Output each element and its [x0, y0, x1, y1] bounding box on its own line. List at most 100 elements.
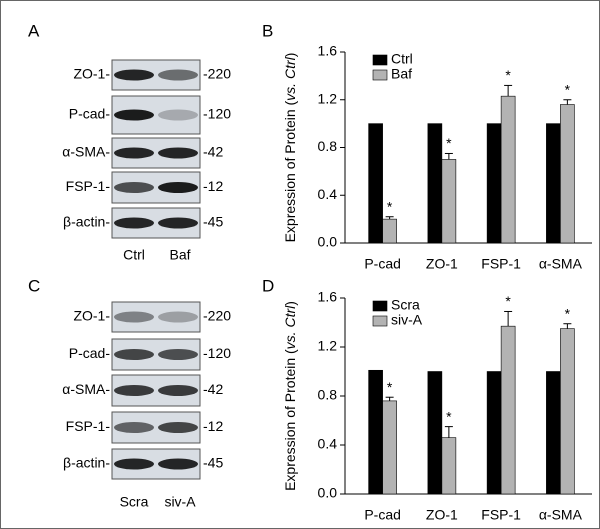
y-tick-label: 0.0 [318, 485, 338, 501]
x-tick-label: P-cad [364, 256, 401, 272]
blot-band [114, 69, 154, 81]
blot-size-label: -42 [203, 381, 223, 397]
y-axis-label-part: Expression of Protein ( [282, 349, 298, 491]
y-axis-label-part: vs. Ctrl [282, 305, 298, 349]
blot-band [114, 217, 154, 229]
significance-mark: * [505, 67, 511, 83]
legend-label: Scra [391, 297, 420, 313]
blot-band [158, 311, 198, 323]
blot-band [158, 147, 198, 159]
legend-swatch [372, 69, 388, 81]
legend-label: Baf [391, 66, 412, 82]
bar [546, 371, 561, 495]
y-tick-label: 0.8 [318, 387, 338, 403]
blot-size-label: -120 [203, 345, 231, 361]
legend-label: siv-A [391, 312, 423, 328]
blot-row-label: α-SMA- [62, 381, 110, 397]
blot-row-label: FSP-1- [66, 178, 111, 194]
x-tick-label: α-SMA [539, 256, 583, 272]
panel-label: B [262, 21, 273, 40]
legend-swatch [372, 300, 388, 312]
panel-label: D [262, 276, 274, 295]
blot-row-label: β-actin- [63, 455, 110, 471]
blot-band [114, 422, 154, 433]
bar [500, 95, 516, 244]
y-tick-label: 0.8 [318, 138, 338, 154]
blot-row-label: ZO-1- [73, 66, 110, 82]
x-tick-label: α-SMA [539, 507, 583, 523]
bar [427, 123, 443, 244]
blot-band [158, 109, 198, 121]
blot-band [114, 109, 154, 121]
blot-band [158, 182, 198, 193]
blot-size-label: -12 [203, 418, 223, 434]
lane-label: Baf [169, 247, 190, 263]
blot-band [114, 458, 154, 470]
blot-band [114, 182, 154, 193]
blot-band [158, 217, 198, 229]
significance-mark: * [387, 379, 393, 395]
blot-band [114, 311, 154, 323]
y-tick-label: 0.4 [318, 186, 338, 202]
blot-band [114, 349, 154, 360]
blot-band [158, 458, 198, 470]
significance-mark: * [387, 198, 393, 214]
y-axis-label-part: ) [282, 301, 298, 306]
bar [368, 369, 383, 495]
blot-size-label: -220 [203, 308, 231, 324]
y-axis-label-part: Expression of Protein ( [282, 100, 298, 242]
blot-size-label: -45 [203, 214, 223, 230]
legend-swatch [372, 54, 388, 66]
x-tick-label: P-cad [364, 507, 401, 523]
y-tick-label: 0.4 [318, 436, 338, 452]
blot-size-label: -120 [203, 106, 231, 122]
y-tick-label: 1.2 [318, 338, 338, 354]
bar [441, 437, 457, 495]
blot-size-label: -42 [203, 144, 223, 160]
blot-row-label: β-actin- [63, 214, 110, 230]
blot-band [158, 385, 198, 396]
blot-strip [111, 301, 201, 333]
y-tick-label: 1.2 [318, 90, 338, 106]
blot-row-label: P-cad- [69, 345, 111, 361]
blot-row-label: FSP-1- [66, 418, 111, 434]
blot-size-label: -12 [203, 178, 223, 194]
legend-label: Ctrl [391, 51, 413, 67]
bar [368, 123, 383, 244]
panel-label: C [28, 276, 40, 295]
blot-row-label: α-SMA- [62, 144, 110, 160]
blot-size-label: -220 [203, 66, 231, 82]
significance-mark: * [565, 305, 571, 321]
blot-band [158, 69, 198, 81]
y-axis-label-part: ) [282, 53, 298, 58]
blot-row-label: ZO-1- [73, 308, 110, 324]
bar [546, 123, 561, 244]
y-axis-label: Expression of Protein (vs. Ctrl) [282, 53, 298, 243]
y-tick-label: 0.0 [318, 234, 338, 250]
significance-mark: * [505, 293, 511, 309]
bar [382, 400, 397, 495]
y-tick-label: 1.6 [318, 43, 338, 59]
lane-label: Ctrl [123, 247, 145, 263]
significance-mark: * [446, 135, 452, 151]
bar [500, 325, 516, 495]
y-tick-label: 1.6 [318, 289, 338, 305]
x-tick-label: FSP-1 [481, 507, 521, 523]
bar [427, 371, 443, 495]
blot-band [114, 385, 154, 396]
blot-band [114, 147, 154, 159]
bar [486, 371, 502, 495]
x-tick-label: ZO-1 [426, 256, 458, 272]
blot-band [158, 422, 198, 433]
panel-label: A [28, 21, 40, 40]
significance-mark: * [446, 408, 452, 424]
lane-label: siv-A [164, 494, 196, 510]
blot-band [158, 349, 198, 360]
legend-swatch [372, 315, 388, 327]
blot-size-label: -45 [203, 455, 223, 471]
bar [382, 218, 397, 244]
x-tick-label: FSP-1 [481, 256, 521, 272]
significance-mark: * [565, 81, 571, 97]
bar [560, 328, 575, 495]
